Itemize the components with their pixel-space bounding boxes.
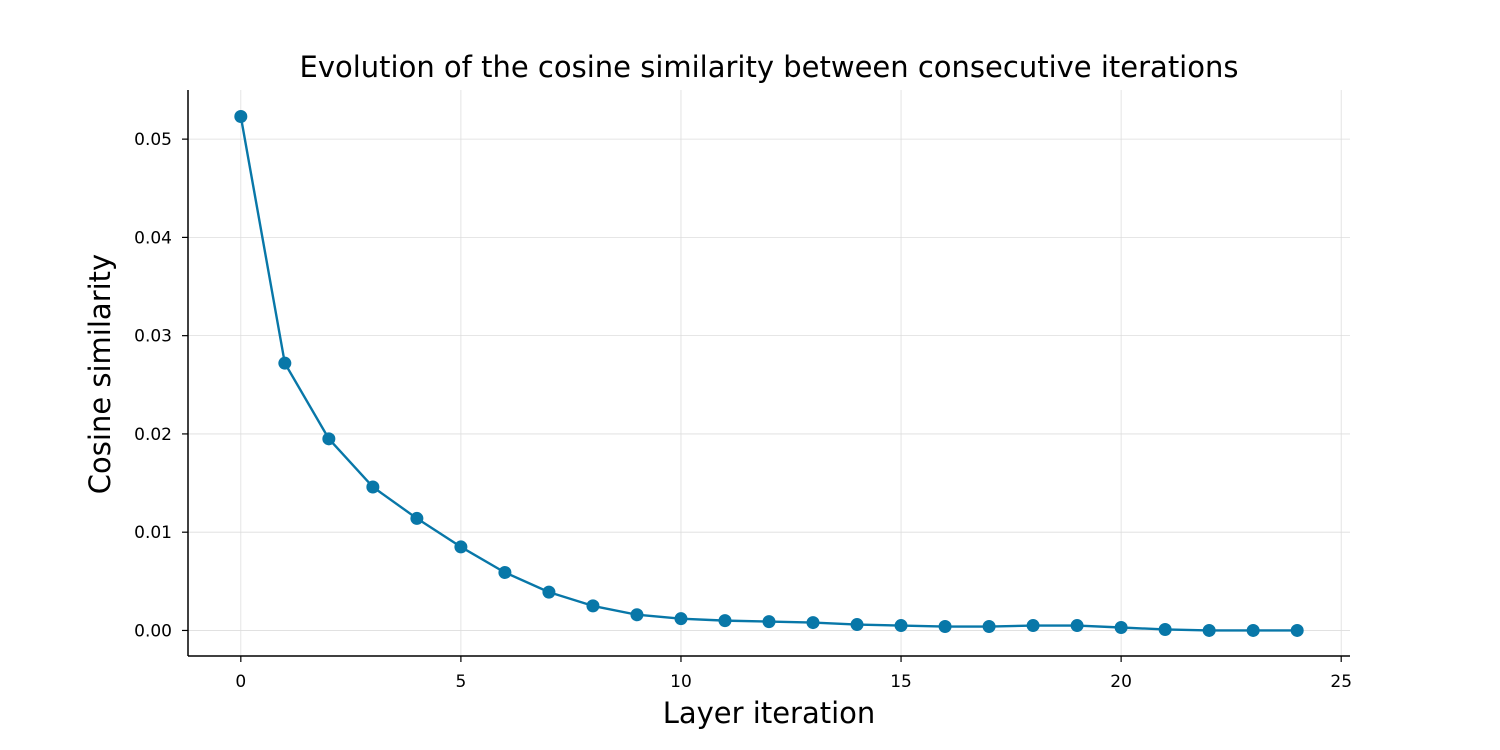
y-tick-label: 0.02 bbox=[134, 425, 172, 445]
x-tick-label: 0 bbox=[235, 672, 246, 692]
data-point bbox=[850, 618, 864, 632]
data-point bbox=[410, 511, 424, 525]
data-point bbox=[1290, 623, 1304, 637]
data-point bbox=[982, 620, 996, 634]
data-point bbox=[806, 616, 820, 630]
data-point bbox=[674, 612, 688, 626]
data-point bbox=[454, 540, 468, 554]
x-tick-label: 20 bbox=[1110, 672, 1132, 692]
data-point bbox=[498, 565, 512, 579]
data-point bbox=[1114, 621, 1128, 635]
y-tick-label: 0.04 bbox=[134, 228, 172, 248]
ticks-layer: 0 5 10 15 20 25 0.00 0.01 0.02 0.03 0.04 0.05 bbox=[134, 130, 1352, 692]
y-axis-title: Cosine similarity bbox=[83, 254, 117, 494]
data-point bbox=[586, 599, 600, 613]
y-tick-label: 0.01 bbox=[134, 523, 172, 543]
data-point bbox=[894, 619, 908, 633]
x-axis-title: Layer iteration bbox=[663, 696, 876, 730]
y-tick-label: 0.05 bbox=[134, 130, 172, 150]
data-point bbox=[1070, 619, 1084, 633]
series-line bbox=[239, 116, 1298, 632]
data-point bbox=[762, 615, 776, 629]
data-point bbox=[322, 432, 336, 446]
data-point bbox=[630, 608, 644, 622]
data-point bbox=[1158, 622, 1172, 636]
x-tick-label: 10 bbox=[670, 672, 692, 692]
y-tick-label: 0.03 bbox=[134, 327, 172, 347]
data-point bbox=[1026, 619, 1040, 633]
data-point bbox=[542, 585, 556, 599]
data-point bbox=[234, 110, 248, 124]
grid-layer bbox=[188, 90, 1350, 656]
series-layer bbox=[234, 110, 1304, 637]
x-tick-label: 5 bbox=[455, 672, 466, 692]
data-point bbox=[366, 480, 380, 494]
x-tick-label: 25 bbox=[1330, 672, 1352, 692]
data-point bbox=[1246, 623, 1260, 637]
data-point bbox=[278, 356, 292, 370]
data-point bbox=[718, 614, 732, 628]
data-point bbox=[1202, 623, 1216, 637]
x-tick-label: 15 bbox=[890, 672, 912, 692]
y-tick-label: 0.00 bbox=[134, 621, 172, 641]
data-point bbox=[938, 620, 952, 634]
chart-title: Evolution of the cosine similarity betwe… bbox=[300, 50, 1239, 84]
axes-layer bbox=[187, 90, 1350, 657]
